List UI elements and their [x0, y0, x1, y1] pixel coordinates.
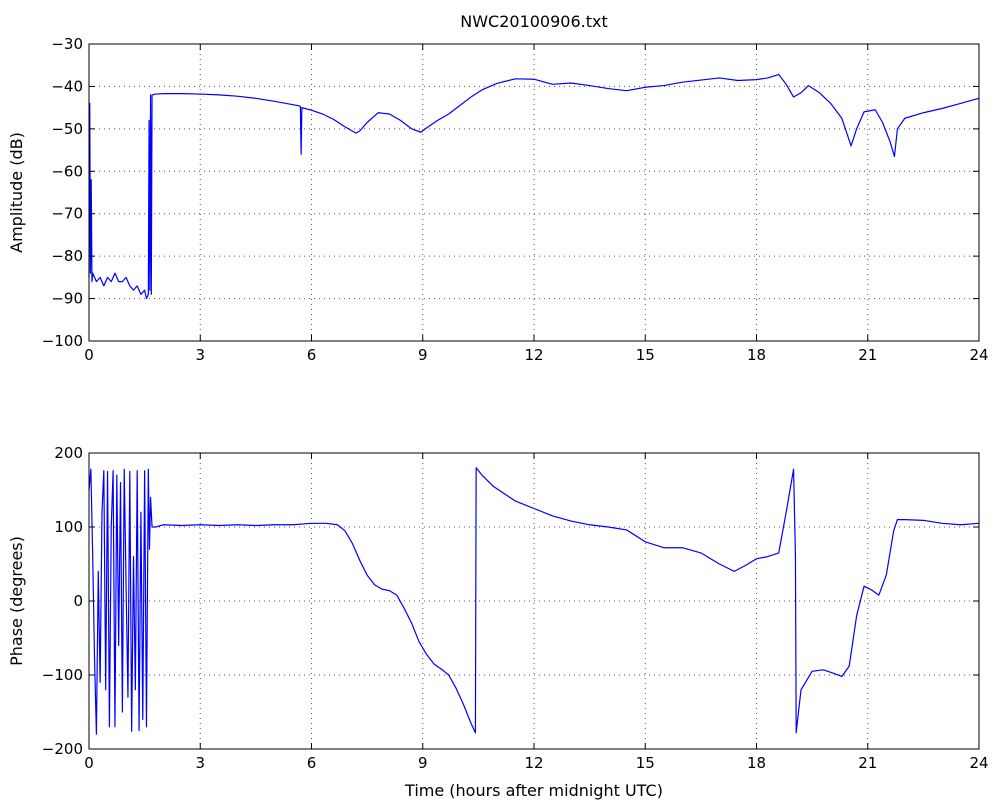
- amplitude-xtick-label-3: 3: [195, 346, 205, 364]
- phase-xtick-label-12: 12: [524, 754, 543, 772]
- phase-ytick-label--100: −100: [42, 666, 83, 684]
- phase-xtick-label-15: 15: [636, 754, 655, 772]
- phase-xtick-label-24: 24: [969, 754, 988, 772]
- amplitude-ytick-label--40: −40: [51, 77, 83, 95]
- amplitude-xtick-label-12: 12: [524, 346, 543, 364]
- amplitude-chart-title: NWC20100906.txt: [460, 12, 608, 31]
- amplitude-series-0: [88, 73, 980, 300]
- amplitude-xtick-label-15: 15: [636, 346, 655, 364]
- amplitude-ytick-label--30: −30: [51, 35, 83, 53]
- phase-ytick-label-200: 200: [54, 444, 83, 462]
- amplitude-y-axis-label: Amplitude (dB): [7, 132, 26, 253]
- amplitude-ytick-label--100: −100: [42, 332, 83, 350]
- amplitude-panel: 0 3 6 9 12 15 18 21 24 −100 −90 −80 −70 −60 −50 −40 −30 N…: [7, 12, 989, 364]
- phase-xtick-label-9: 9: [418, 754, 428, 772]
- phase-ytick-label-100: 100: [54, 518, 83, 536]
- phase-series-0: [88, 467, 980, 735]
- amplitude-ytick-label--70: −70: [51, 205, 83, 223]
- phase-xtick-label-18: 18: [747, 754, 766, 772]
- phase-xtick-label-3: 3: [195, 754, 205, 772]
- amplitude-xtick-label-6: 6: [307, 346, 317, 364]
- amplitude-ytick-label--90: −90: [51, 290, 83, 308]
- phase-y-axis-label: Phase (degrees): [7, 536, 26, 666]
- amplitude-xtick-label-9: 9: [418, 346, 428, 364]
- phase-xtick-label-21: 21: [858, 754, 877, 772]
- phase-panel: 0 3 6 9 12 15 18 21 24 −200 −100 0 100 200 Time (hours…: [7, 444, 989, 800]
- amplitude-xtick-label-18: 18: [747, 346, 766, 364]
- phase-x-axis-label: Time (hours after midnight UTC): [404, 781, 663, 800]
- phase-ytick-label--200: −200: [42, 740, 83, 758]
- amplitude-xtick-label-24: 24: [969, 346, 988, 364]
- phase-xtick-label-0: 0: [84, 754, 94, 772]
- amplitude-ytick-label--80: −80: [51, 247, 83, 265]
- amplitude-xtick-label-21: 21: [858, 346, 877, 364]
- phase-xtick-label-6: 6: [307, 754, 317, 772]
- amplitude-ytick-label--60: −60: [51, 162, 83, 180]
- phase-ytick-label-0: 0: [73, 592, 83, 610]
- amplitude-ytick-label--50: −50: [51, 120, 83, 138]
- amplitude-xtick-label-0: 0: [84, 346, 94, 364]
